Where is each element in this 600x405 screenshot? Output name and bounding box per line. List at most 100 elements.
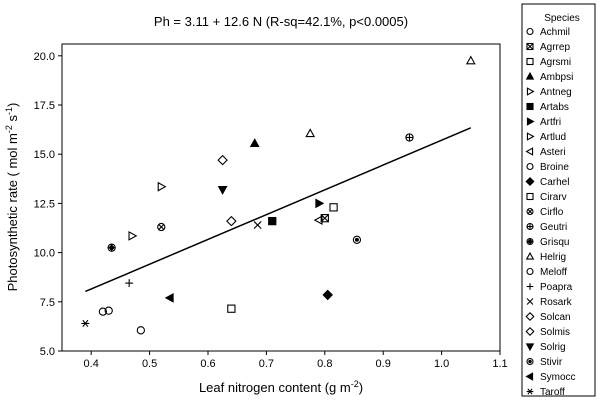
legend-label: Broine xyxy=(540,162,569,173)
legend-label: Asteri xyxy=(540,147,566,158)
legend-item: Artlud xyxy=(526,132,566,143)
legend-item: Rosark xyxy=(526,297,573,308)
legend-marker xyxy=(526,207,534,216)
legend-item: Helrig xyxy=(525,251,566,263)
legend-marker xyxy=(526,283,534,290)
legend-item: Stivir xyxy=(526,357,563,368)
legend-marker xyxy=(526,162,534,171)
data-point-artfri xyxy=(315,198,325,209)
legend-box xyxy=(521,3,596,397)
legend-label: Artabs xyxy=(540,102,569,113)
data-point-cirflo xyxy=(157,222,166,232)
data-point-asteri xyxy=(313,215,323,226)
data-point-poapra xyxy=(125,279,134,288)
legend-marker xyxy=(526,102,534,111)
legend-marker xyxy=(525,71,535,80)
data-point-carhel xyxy=(322,289,333,301)
legend-item: Grisqu xyxy=(526,237,569,248)
data-point-symocc xyxy=(164,292,174,303)
legend-marker xyxy=(526,388,534,395)
legend-label: Agrrep xyxy=(540,42,570,53)
legend-item: Poapra xyxy=(526,282,573,293)
legend-marker xyxy=(526,87,535,96)
legend-marker xyxy=(525,251,535,260)
regression-line-group xyxy=(85,127,472,293)
data-point-stivir xyxy=(352,235,362,244)
data-point-cirarv xyxy=(329,203,338,212)
legend-item: Artabs xyxy=(526,102,569,113)
data-point-helrig xyxy=(305,128,316,138)
legend-label: Solrig xyxy=(540,342,566,353)
legend-marker xyxy=(525,311,535,322)
legend-item: Ambpsi xyxy=(525,71,573,83)
legend-item: Achmil xyxy=(526,27,570,38)
y-axis: 5.0 7.5 10.0 12.5 15.0 17.5 20.0 xyxy=(34,51,62,358)
legend-label: Poapra xyxy=(540,282,573,293)
legend-marker xyxy=(526,357,534,366)
x-tick-label: 1.1 xyxy=(492,358,507,370)
legend-label: Achmil xyxy=(540,27,570,38)
legend-marker xyxy=(526,57,534,66)
legend-items: Achmil Agrrep Agrsmi Ambpsi Antneg Artabs Artf… xyxy=(525,27,576,398)
legend-label: Helrig xyxy=(540,252,566,263)
data-point-meloff xyxy=(104,306,113,315)
legend-title: Species xyxy=(544,13,580,24)
x-axis: 0.4 0.5 0.6 0.7 0.8 0.9 1.0 1.1 xyxy=(84,351,508,370)
y-tick-label: 17.5 xyxy=(34,100,55,112)
legend-label: Artlud xyxy=(540,132,566,143)
data-point-ambpsi xyxy=(249,138,260,147)
legend-item: Solcan xyxy=(525,311,571,323)
legend-item: Solmis xyxy=(525,326,570,338)
legend-label: Symocc xyxy=(540,372,576,383)
y-axis-label: Photosynthetic rate ( mol m-2 s-1) xyxy=(4,103,20,292)
legend-marker xyxy=(526,27,534,36)
data-point-helrig xyxy=(465,55,476,65)
y-tick-label: 15.0 xyxy=(34,149,55,161)
legend-label: Stivir xyxy=(540,357,563,368)
legend-label: Antneg xyxy=(540,87,572,98)
legend-item: Cirflo xyxy=(526,207,564,218)
legend-label: Grisqu xyxy=(540,237,569,248)
data-point-solrig xyxy=(217,186,228,195)
data-point-solcan xyxy=(226,215,237,227)
legend-item: Agrsmi xyxy=(526,57,571,68)
legend-item: Broine xyxy=(526,162,569,173)
y-tick-label: 5.0 xyxy=(40,346,55,358)
legend-marker xyxy=(525,147,534,156)
chart-title: Ph = 3.11 + 12.6 N (R-sq=42.1%, p<0.0005… xyxy=(154,14,408,29)
legend-marker xyxy=(526,117,535,126)
legend-marker xyxy=(526,298,534,305)
data-point-rosark xyxy=(253,221,262,230)
legend-marker xyxy=(525,326,535,337)
legend-marker xyxy=(526,42,534,51)
y-tick-label: 20.0 xyxy=(34,51,55,63)
data-point-antneg xyxy=(157,181,167,192)
data-point-taroff xyxy=(81,319,90,328)
x-tick-label: 0.9 xyxy=(376,358,391,370)
data-points xyxy=(81,55,476,335)
x-tick-label: 0.4 xyxy=(84,358,99,370)
legend-label: Meloff xyxy=(540,267,567,278)
legend-label: Ambpsi xyxy=(540,72,573,83)
y-tick-label: 7.5 xyxy=(40,297,55,309)
legend-label: Geutri xyxy=(540,222,567,233)
legend-marker xyxy=(526,132,535,141)
legend-label: Cirflo xyxy=(540,207,564,218)
legend-label: Agrsmi xyxy=(540,57,571,68)
data-point-grisqu xyxy=(107,243,116,252)
legend-label: Carhel xyxy=(540,177,569,188)
data-point-agrsmi xyxy=(227,304,236,313)
legend-marker xyxy=(526,237,534,246)
plot-frame xyxy=(61,43,501,352)
legend-label: Taroff xyxy=(540,387,565,398)
legend-marker xyxy=(525,343,535,352)
x-tick-label: 0.7 xyxy=(259,358,274,370)
legend-item: Symocc xyxy=(525,372,576,383)
legend-label: Solmis xyxy=(540,327,570,338)
legend-item: Geutri xyxy=(526,222,567,233)
x-tick-label: 1.0 xyxy=(434,358,449,370)
legend-marker xyxy=(526,267,534,276)
legend-item: Meloff xyxy=(526,267,567,278)
